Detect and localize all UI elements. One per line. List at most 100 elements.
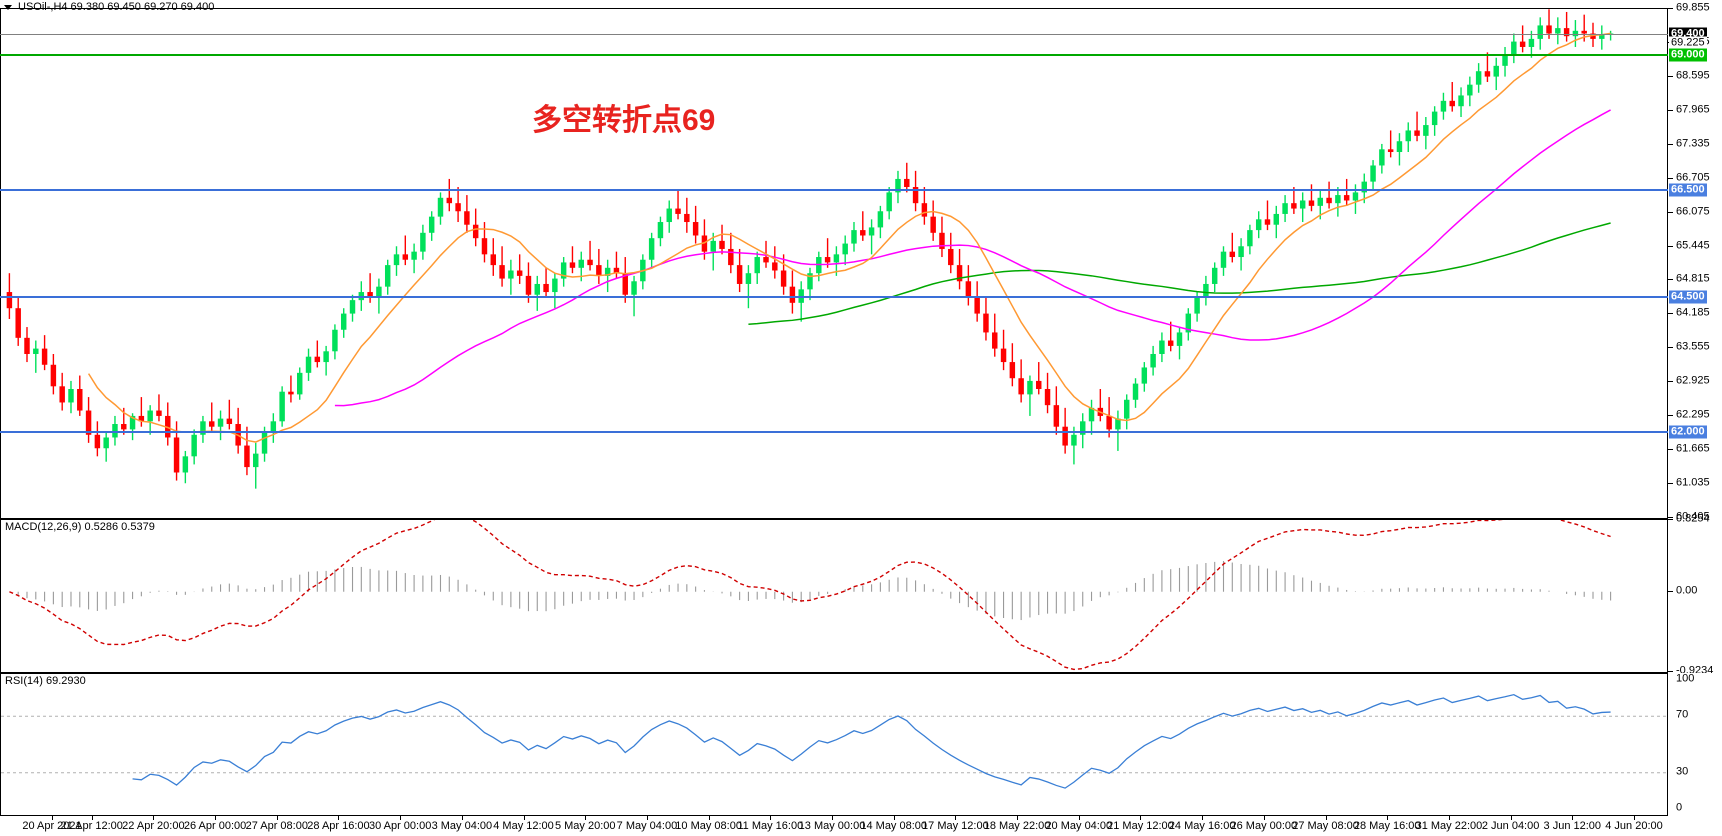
time-axis-label: 20 Apr 2021 bbox=[22, 820, 82, 832]
price-axis-label: 64.815 bbox=[1676, 272, 1710, 285]
macd-axis[interactable]: 0.8254 0.00 -0.9234 bbox=[1668, 513, 1722, 676]
time-axis-label: 17 May 12:00 bbox=[922, 820, 989, 832]
time-axis-tick bbox=[400, 816, 402, 820]
time-axis-label: 18 May 22:00 bbox=[983, 820, 1051, 832]
time-axis-label: 3 Jun 12:00 bbox=[1543, 820, 1602, 832]
rsi-series-svg bbox=[1, 693, 1667, 789]
time-axis-tick bbox=[708, 816, 710, 820]
time-axis-label: 26 May 00:00 bbox=[1230, 820, 1298, 832]
price-axis-label: 63.555 bbox=[1676, 340, 1710, 353]
rsi-axis[interactable]: 100 70 30 0 bbox=[1668, 673, 1722, 816]
level-tag-66500: 66.500 bbox=[1669, 183, 1707, 197]
price-axis-tick bbox=[1668, 75, 1673, 77]
time-axis-tick bbox=[523, 816, 525, 820]
time-axis-label: 28 Apr 16:00 bbox=[307, 820, 370, 832]
price-axis-label: 64.185 bbox=[1676, 306, 1710, 319]
rsi-plot-area bbox=[1, 674, 1667, 815]
time-axis-tick bbox=[276, 816, 278, 820]
level-tag-69000: 69.000 bbox=[1669, 48, 1707, 62]
rsi-axis-label: 0 bbox=[1676, 801, 1683, 814]
time-axis-label: 20 May 04:00 bbox=[1045, 820, 1113, 832]
time-axis-label: 4 May 12:00 bbox=[493, 820, 554, 832]
price-axis-tick bbox=[1668, 347, 1673, 349]
price-axis-tick bbox=[1668, 381, 1673, 383]
time-axis-label: 31 May 22:00 bbox=[1415, 820, 1483, 832]
price-axis-tick bbox=[1668, 449, 1673, 451]
time-axis-tick bbox=[1325, 816, 1327, 820]
price-plot-area bbox=[1, 9, 1667, 518]
rsi-panel-label: RSI(14) 69.2930 bbox=[5, 675, 86, 687]
time-axis-tick bbox=[893, 816, 895, 820]
price-axis-tick bbox=[1668, 517, 1673, 518]
time-axis-tick bbox=[1572, 816, 1574, 820]
macd-axis-tick bbox=[1668, 671, 1673, 672]
price-axis[interactable]: 69.855 69.225 68.595 67.965 67.335 66.705 66.0… bbox=[1668, 2, 1722, 522]
time-axis-tick bbox=[338, 816, 340, 820]
time-axis-label: 24 May 16:00 bbox=[1168, 820, 1236, 832]
time-axis-tick bbox=[91, 816, 93, 820]
price-axis-tick bbox=[1668, 313, 1673, 315]
time-axis-tick bbox=[1017, 816, 1019, 820]
macd-axis-label: 0.00 bbox=[1676, 584, 1698, 597]
price-axis-label: 61.665 bbox=[1676, 442, 1710, 455]
axis-price-label: 69.225 bbox=[1669, 36, 1707, 50]
time-axis-label: 4 Jun 20:00 bbox=[1605, 820, 1663, 832]
price-axis-label: 67.335 bbox=[1676, 137, 1710, 150]
rsi-axis-label: 30 bbox=[1676, 765, 1689, 778]
caret-down-icon[interactable] bbox=[4, 4, 12, 10]
time-axis-label: 21 Apr 12:00 bbox=[60, 820, 123, 832]
time-axis-label: 13 May 00:00 bbox=[798, 820, 866, 832]
time-axis-tick bbox=[215, 816, 217, 820]
time-axis-label: 14 May 08:00 bbox=[860, 820, 928, 832]
time-axis-label: 3 May 04:00 bbox=[431, 820, 493, 832]
chart-annotation-text: 多空转折点69 bbox=[532, 104, 716, 137]
macd-panel-label: MACD(12,26,9) 0.5286 0.5379 bbox=[5, 521, 155, 533]
time-axis-tick bbox=[1202, 816, 1204, 820]
level-line-62[interactable] bbox=[0, 431, 1668, 434]
time-axis-tick bbox=[153, 816, 155, 820]
time-axis-tick bbox=[955, 816, 957, 820]
macd-axis-tick bbox=[1668, 590, 1673, 592]
price-axis-label: 61.035 bbox=[1676, 476, 1710, 489]
time-axis-tick bbox=[1634, 816, 1635, 820]
price-axis-tick bbox=[1668, 177, 1673, 179]
rsi-axis-label: 100 bbox=[1676, 672, 1695, 685]
time-axis-label: 28 May 16:00 bbox=[1353, 820, 1421, 832]
level-line-66-5[interactable] bbox=[0, 188, 1668, 191]
time-axis-tick bbox=[1263, 816, 1265, 820]
price-axis-tick bbox=[1668, 211, 1673, 213]
time-axis-tick bbox=[461, 816, 463, 820]
price-axis-tick bbox=[1668, 143, 1673, 145]
level-line-64-5[interactable] bbox=[0, 296, 1668, 299]
symbol-header[interactable]: USOil-,H4 69.380 69.450 69.270 69.400 bbox=[4, 0, 214, 14]
time-axis-tick bbox=[1140, 816, 1142, 820]
price-axis-tick bbox=[1668, 8, 1673, 9]
price-axis-label: 62.295 bbox=[1676, 408, 1710, 421]
price-series-svg bbox=[6, 9, 1614, 489]
time-axis-label: 26 Apr 00:00 bbox=[183, 820, 247, 832]
level-line-69[interactable] bbox=[0, 54, 1668, 57]
time-axis-label: 5 May 20:00 bbox=[554, 820, 616, 832]
time-axis-label: 10 May 08:00 bbox=[675, 820, 742, 832]
time-axis-label: 22 Apr 20:00 bbox=[122, 820, 185, 832]
price-axis-tick bbox=[1668, 279, 1673, 281]
macd-plot-area bbox=[1, 520, 1667, 672]
macd-series-svg bbox=[9, 520, 1612, 671]
rsi-panel[interactable] bbox=[0, 673, 1668, 816]
macd-panel[interactable] bbox=[0, 519, 1668, 673]
price-axis-label: 65.445 bbox=[1676, 239, 1710, 252]
price-axis-label: 67.965 bbox=[1676, 103, 1710, 116]
price-axis-label: 68.595 bbox=[1676, 69, 1710, 82]
time-axis-tick bbox=[770, 816, 772, 820]
time-axis-tick bbox=[1387, 816, 1389, 820]
last-price-line bbox=[0, 33, 1668, 35]
price-axis-tick bbox=[1668, 109, 1673, 111]
time-axis-label: 2 Jun 04:00 bbox=[1481, 820, 1540, 832]
macd-axis-tick bbox=[1668, 519, 1673, 520]
price-axis-label: 69.855 bbox=[1676, 1, 1710, 14]
time-axis-tick bbox=[1448, 816, 1450, 820]
time-axis-tick bbox=[832, 816, 833, 820]
price-axis-tick bbox=[1668, 415, 1673, 417]
price-axis-label: 60.405 bbox=[1676, 510, 1710, 523]
